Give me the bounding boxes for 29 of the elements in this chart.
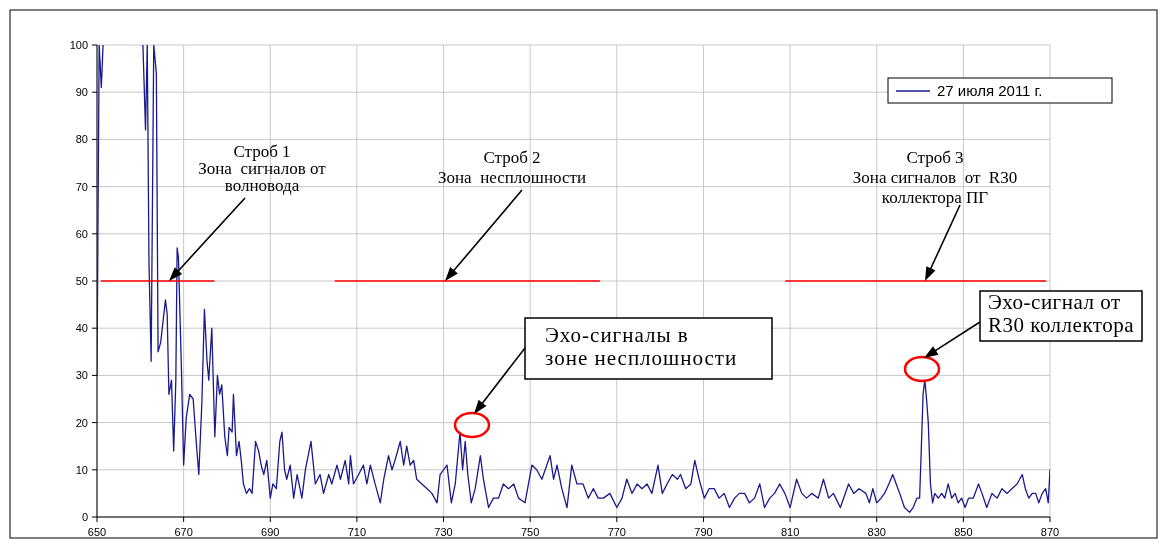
y-tick-label: 30 [75,369,88,382]
x-tick-label: 670 [174,526,193,538]
x-tick-label: 870 [1040,526,1060,538]
x-tick-label: 770 [607,526,626,538]
x-tick-label: 830 [867,526,886,538]
annotation: Строб 1 Зона сигналов от волновода [198,142,327,195]
y-tick-label: 0 [81,511,88,523]
x-tick-label: 690 [261,526,280,538]
y-tick-label: 50 [75,275,88,287]
x-tick-label: 790 [694,526,713,538]
y-tick-label: 20 [75,416,88,429]
y-tick-label: 70 [75,180,88,193]
x-tick-label: 750 [521,526,540,538]
x-tick-label: 850 [954,526,973,538]
x-tick-label: 650 [87,526,107,538]
annotation: Строб 2 Зона несплошности [437,148,587,187]
y-tick-label: 90 [75,86,88,99]
y-tick-label: 100 [69,39,88,51]
annotation: Эхо-сигналы в зоне несплошности [545,323,738,370]
annotation: Строб 3 Зона сигналов от R30 коллектора ПГ [852,148,1018,207]
x-tick-label: 730 [434,526,453,538]
legend-label: 27 июля 2011 г. [937,82,1043,99]
annotation: Эхо-сигнал от R30 коллектора [988,290,1135,337]
y-tick-label: 10 [75,463,88,476]
y-tick-label: 80 [75,133,88,146]
y-tick-label: 60 [75,227,88,240]
x-tick-label: 810 [780,526,800,538]
x-tick-label: 710 [347,526,367,538]
y-tick-label: 40 [75,322,88,335]
